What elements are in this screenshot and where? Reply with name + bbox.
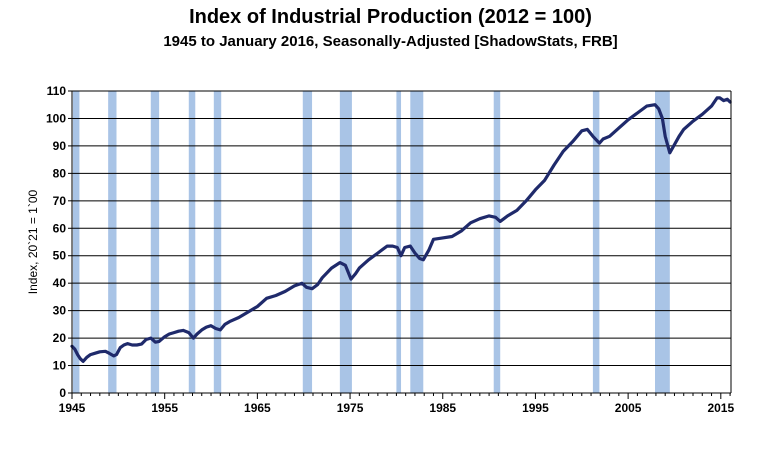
x-tick-label-2: 1965 — [244, 401, 271, 415]
x-tick-label-3: 1975 — [337, 401, 364, 415]
y-tick-label-4: 40 — [53, 276, 67, 290]
y-tick-label-3: 30 — [53, 304, 67, 318]
series-line-0 — [70, 96, 732, 363]
y-tick-label-11: 110 — [47, 84, 67, 98]
recession-band-7 — [396, 91, 402, 393]
x-tick-label-0: 1945 — [59, 401, 86, 415]
x-tick-label-1: 1955 — [151, 401, 178, 415]
chart-title: Index of Industrial Production (2012 = 1… — [189, 6, 592, 28]
x-tick-label-7: 2015 — [707, 401, 734, 415]
recession-band-8 — [410, 91, 424, 393]
recession-band-4 — [213, 91, 222, 393]
recession-band-9 — [493, 91, 501, 393]
recession-band-1 — [108, 91, 117, 393]
recession-band-10 — [592, 91, 600, 393]
y-tick-label-7: 70 — [53, 194, 67, 208]
recession-band-3 — [188, 91, 196, 393]
y-tick-label-2: 20 — [53, 331, 67, 345]
series-line-layer — [70, 96, 732, 363]
chart-subtitle: 1945 to January 2016, Seasonally-Adjuste… — [163, 33, 618, 50]
x-tick-label-5: 1995 — [522, 401, 549, 415]
y-tick-label-6: 60 — [53, 221, 67, 235]
x-tick-label-6: 2005 — [615, 401, 642, 415]
recession-band-2 — [150, 91, 160, 393]
recession-band-11 — [654, 91, 670, 393]
recession-band-6 — [339, 91, 352, 393]
gridlines — [72, 90, 731, 394]
y-axis-label: Index, 20`21 = 1`00 — [26, 189, 40, 294]
y-tick-label-0: 0 — [59, 386, 66, 400]
y-tick-label-5: 50 — [53, 249, 67, 263]
recession-band-0 — [72, 91, 80, 393]
recession-band-5 — [302, 91, 313, 393]
y-tick-label-1: 10 — [53, 359, 67, 373]
tick-labels: 0 10 20 30 40 50 60 70 80 90 100 110 1945 1955 1965 197… — [46, 84, 735, 415]
y-tick-label-8: 80 — [53, 166, 67, 180]
axes — [68, 90, 732, 399]
x-tick-label-4: 1985 — [429, 401, 456, 415]
y-tick-label-9: 90 — [53, 139, 67, 153]
y-tick-label-10: 100 — [46, 111, 66, 125]
recession-bands — [72, 91, 670, 393]
